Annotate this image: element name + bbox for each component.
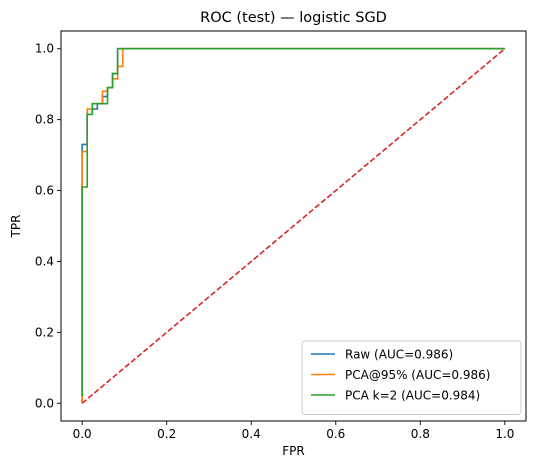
y-tick-label: 0.8 [35,113,54,127]
x-tick-label: 0.8 [411,427,430,441]
legend-label: PCA k=2 (AUC=0.984) [345,389,480,403]
y-axis-label: TPR [9,215,23,239]
y-tick-label: 0.0 [35,396,54,410]
x-tick-label: 0.0 [73,427,92,441]
y-tick-label: 0.2 [35,325,54,339]
axis-ticks: 0.0 0.2 0.4 0.6 0.8 1.0 0.0 0.2 0.4 0.6 0.8 1.0 [35,42,515,441]
y-tick-label: 0.4 [35,254,54,268]
legend-box [301,340,522,415]
x-tick-label: 0.4 [242,427,261,441]
series-lines [81,47,506,404]
x-tick-label: 0.2 [157,427,176,441]
y-tick-label: 1.0 [35,42,54,56]
y-tick-label: 0.6 [35,184,54,198]
legend-label: PCA@95% (AUC=0.986) [345,368,490,382]
plot-frame [60,30,527,422]
diagonal-reference-line [81,48,506,404]
legend: Raw (AUC=0.986) PCA@95% (AUC=0.986) PCA k=… [301,340,522,415]
x-tick-label: 0.6 [326,427,345,441]
legend-label: Raw (AUC=0.986) [345,348,453,362]
series-line-2 [81,47,505,397]
chart-title: ROC (test) — logistic SGD [200,10,387,26]
x-tick-label: 1.0 [495,427,514,441]
x-axis-label: FPR [282,444,304,458]
